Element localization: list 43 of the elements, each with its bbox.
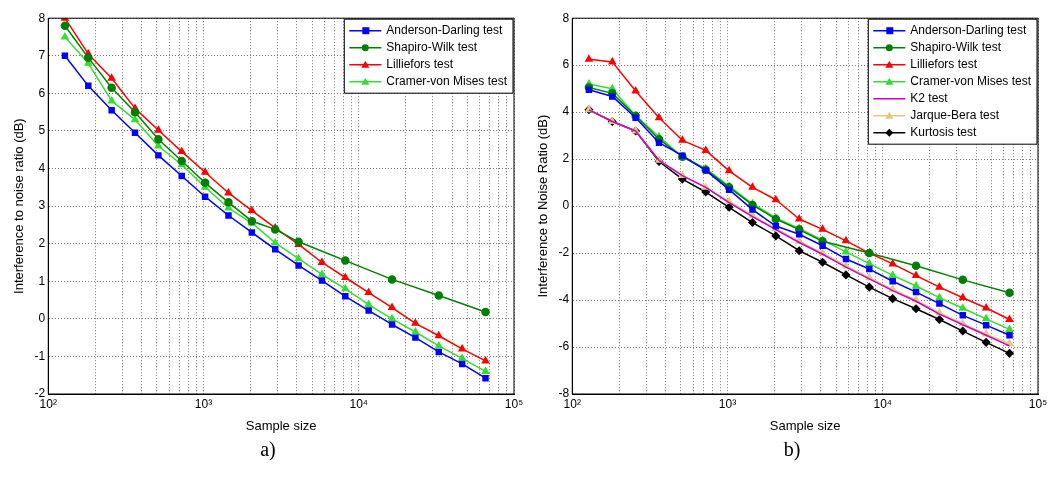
y-tick-label: 1 xyxy=(38,273,46,288)
y-tick-label: 8 xyxy=(562,10,570,25)
x-axis-title: Sample size xyxy=(245,417,317,433)
x-tick-label: 10⁵ xyxy=(1028,396,1048,411)
y-tick-label: 7 xyxy=(38,48,46,63)
x-tick-label: 10⁵ xyxy=(504,396,524,411)
x-tick-label: 10² xyxy=(563,396,581,411)
y-axis-title: Interference to Noise Ratio (dB) xyxy=(535,114,551,298)
y-tick-label: 6 xyxy=(562,57,570,72)
x-axis-title: Sample size xyxy=(769,417,841,433)
text: b) xyxy=(783,438,801,461)
y-tick-label: 0 xyxy=(562,198,570,213)
legend-label: Shapiro-Wilk test xyxy=(910,40,1002,55)
legend-label: Shapiro-Wilk test xyxy=(386,40,478,55)
x-tick-label: 10⁴ xyxy=(873,396,893,411)
legend-label: Kurtosis test xyxy=(910,125,977,140)
legend-label: Anderson-Darling test xyxy=(386,23,504,38)
y-axis-title: Interference to noise ratio (dB) xyxy=(11,118,27,294)
text: a) xyxy=(260,438,276,461)
y-tick-label: 3 xyxy=(38,198,46,213)
legend-label: Lilliefors test xyxy=(386,57,454,72)
y-tick-label: -4 xyxy=(558,292,570,307)
y-tick-label: 4 xyxy=(38,160,46,175)
x-tick-label: 10⁴ xyxy=(349,396,369,411)
x-tick-label: 10³ xyxy=(194,396,213,411)
legend-label: Jarque-Bera test xyxy=(910,108,1000,123)
y-tick-label: -1 xyxy=(34,348,46,363)
y-tick-label: -2 xyxy=(558,245,570,260)
y-tick-label: -6 xyxy=(558,339,570,354)
legend-label: Cramer-von Mises test xyxy=(910,74,1032,89)
y-tick-label: 2 xyxy=(38,235,46,250)
legend-label: Lilliefors test xyxy=(910,57,978,72)
legend-label: Cramer-von Mises test xyxy=(386,74,508,89)
y-tick-label: 2 xyxy=(562,151,570,166)
y-tick-label: 6 xyxy=(38,85,46,100)
y-tick-label: 5 xyxy=(38,123,46,138)
y-tick-label: 4 xyxy=(562,104,570,119)
y-tick-label: 8 xyxy=(38,10,46,25)
legend-label: Anderson-Darling test xyxy=(910,23,1028,38)
legend-label: K2 test xyxy=(910,91,949,106)
x-tick-label: 10³ xyxy=(718,396,737,411)
y-tick-label: 0 xyxy=(38,311,46,326)
x-tick-label: 10² xyxy=(39,396,57,411)
